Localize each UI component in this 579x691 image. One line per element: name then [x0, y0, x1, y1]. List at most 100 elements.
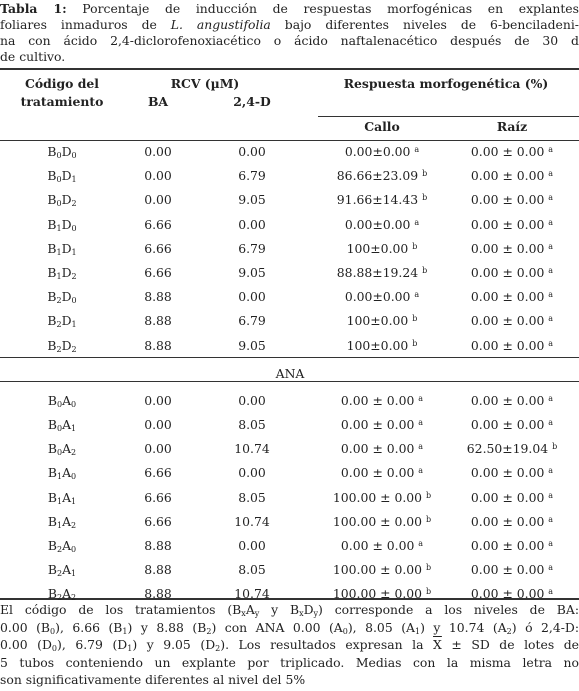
text-segment: y	[313, 609, 319, 618]
value: 0.00 ± 0.00	[340, 417, 415, 432]
value-cell: 8.88	[144, 337, 172, 353]
text-segment: ) ó 2,4-D:	[511, 619, 579, 635]
code-sub: 0	[71, 399, 77, 409]
text-segment: x	[241, 609, 246, 618]
value-cell: 8.88	[144, 289, 172, 305]
code-letter: D	[61, 313, 72, 329]
value-cell: 8.05	[238, 417, 266, 432]
code-sub: 2	[56, 545, 63, 554]
text-segment: y	[254, 609, 260, 618]
code-sub: 0	[71, 472, 77, 482]
text-segment: 0	[50, 626, 56, 636]
value-cell: 100.00 ± 0.00 b	[333, 586, 431, 602]
significance-letter: a	[548, 490, 554, 500]
code-sub: 2	[71, 520, 77, 530]
value-cell: 6.66	[144, 513, 172, 529]
significance-letter: a	[548, 539, 554, 548]
code-sub: 1	[56, 472, 63, 482]
text-segment: ) y 9.05 (D	[132, 637, 216, 652]
code-letter: B	[47, 192, 57, 208]
text-segment: 1	[127, 644, 133, 653]
code-letter: B	[47, 240, 57, 256]
text-line: Tabla 1: Porcentaje de inducción de resp…	[0, 1, 579, 17]
section-label: ANA	[275, 365, 305, 381]
code-sub: 1	[56, 496, 63, 506]
significance-letter: a	[414, 290, 420, 300]
code-sub: 1	[71, 496, 77, 506]
code-letter: B	[47, 417, 57, 432]
significance-letter: a	[548, 418, 554, 427]
text-segment: 0	[342, 626, 348, 636]
text-segment: A	[245, 602, 255, 617]
code-letter: B	[47, 586, 57, 602]
header-cell: Raíz	[496, 119, 528, 134]
significance-letter: a	[548, 514, 554, 524]
value-cell: 6.79	[238, 313, 266, 329]
significance-letter: a	[548, 241, 554, 251]
value-cell: 8.88	[144, 586, 172, 602]
value: 0.00 ± 0.00	[470, 392, 545, 408]
value-cell: 10.74	[234, 441, 270, 457]
value: 0.00 ± 0.00	[470, 144, 545, 159]
code-letter: A	[62, 465, 72, 481]
text-segment: 0.00 (D	[0, 637, 52, 652]
value: 0.00 ± 0.00	[470, 538, 545, 553]
code-cell: B2D2	[47, 338, 76, 354]
code-sub: 2	[71, 199, 77, 209]
code-cell: B1D2	[47, 265, 76, 281]
value: 0.00 ± 0.00	[470, 313, 545, 329]
value-cell: 10.74	[234, 586, 270, 602]
value-cell: 0.00±0.00 a	[345, 144, 419, 160]
text-segment: ), 6.66 (B	[55, 619, 123, 635]
rule	[0, 140, 579, 141]
significance-letter: a	[418, 418, 424, 427]
text-segment: x	[299, 609, 304, 618]
value: 86.66±23.09	[336, 168, 419, 184]
value-cell: 0.00 ± 0.00 a	[471, 192, 553, 208]
code-sub: 1	[56, 520, 63, 530]
value-cell: 100±0.00 b	[347, 241, 418, 257]
text-segment: ) con ANA 0.00 (A	[211, 619, 343, 635]
text-line: 5 tubos conteniendo un explante por trip…	[0, 655, 579, 671]
code-sub: 2	[56, 569, 63, 579]
text-segment: ) y 8.88 (B	[127, 619, 207, 635]
header-cell: Código del	[25, 76, 99, 91]
code-cell: B2A1	[48, 562, 76, 578]
value-cell: 100±0.00 b	[347, 313, 418, 329]
code-sub: 0	[71, 545, 77, 554]
value-cell: 8.05	[238, 489, 266, 505]
value-cell: 0.00 ± 0.00 a	[471, 538, 553, 554]
significance-letter: a	[548, 314, 554, 324]
code-cell: B1A2	[48, 514, 76, 530]
rule	[318, 116, 579, 117]
value: 0.00 ± 0.00	[470, 192, 545, 208]
code-letter: B	[47, 337, 57, 353]
code-sub: 2	[71, 344, 77, 354]
value-cell: 0.00 ± 0.00 a	[341, 417, 423, 433]
significance-letter: a	[548, 393, 554, 403]
code-letter: D	[61, 144, 72, 159]
code-letter: B	[47, 562, 57, 578]
value: 100±0.00	[346, 240, 409, 256]
significance-letter: b	[426, 514, 432, 524]
significance-letter: a	[548, 217, 554, 227]
code-sub: 1	[71, 247, 77, 257]
code-sub: 1	[56, 223, 62, 233]
code-letter: B	[47, 441, 57, 457]
text-segment: y B	[259, 602, 300, 617]
significance-letter: a	[418, 539, 424, 548]
value-cell: 6.79	[238, 168, 266, 184]
significance-letter: a	[418, 393, 424, 403]
code-letter: A	[62, 586, 72, 602]
value-cell: 0.00	[144, 417, 172, 432]
value-cell: 62.50±19.04 b	[467, 441, 557, 457]
text-segment: na con ácido 2,4-diclorofenoxiacético o …	[0, 33, 579, 48]
code-cell: B0D1	[47, 168, 76, 184]
value: 88.88±19.24	[336, 265, 419, 280]
value-cell: 8.88	[144, 562, 172, 578]
code-sub: 2	[71, 448, 77, 458]
significance-letter: b	[422, 169, 428, 179]
value-cell: 0.00	[238, 216, 266, 232]
code-cell: B0A2	[48, 441, 76, 457]
